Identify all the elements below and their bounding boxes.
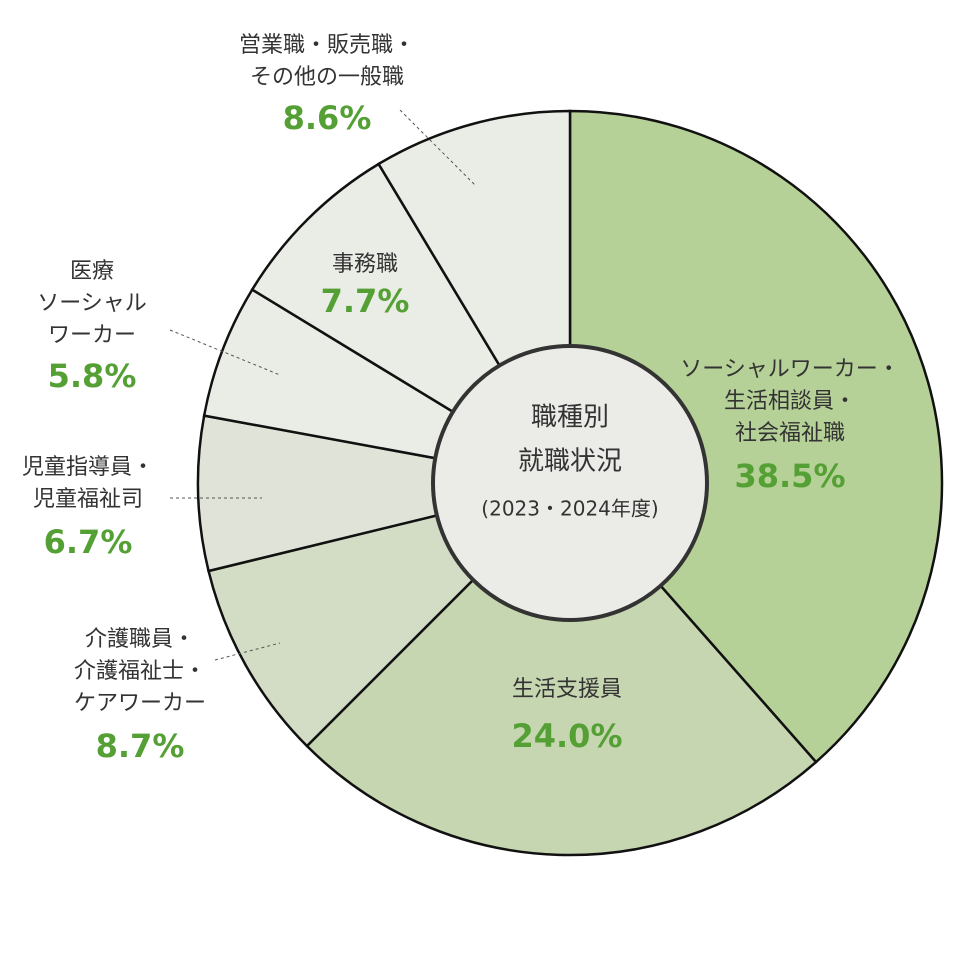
slice-label: 営業職・販売職・ (239, 33, 415, 58)
leader-line (214, 642, 281, 661)
slice-label: 生活相談員・ (724, 389, 856, 414)
slice-label: 児童指導員・ (22, 455, 154, 480)
value-label: 6.7% (44, 523, 133, 561)
slice-label: ソーシャル (37, 291, 147, 316)
slice-label: ソーシャルワーカー・ (680, 357, 900, 382)
slice-label: 児童福祉司 (33, 487, 143, 512)
value-label: 8.7% (96, 727, 185, 765)
slice (305, 481, 818, 857)
slice-label: ケアワーカー (74, 691, 206, 716)
slice-label: 介護福祉士・ (74, 659, 206, 684)
value-label: 8.6% (283, 99, 372, 137)
slice-label: 介護職員・ (85, 627, 195, 652)
value-label: 5.8% (48, 357, 137, 395)
slice-label: その他の一般職 (250, 65, 404, 90)
value-label: 7.7% (321, 282, 410, 320)
slice-label: ワーカー (48, 323, 136, 348)
value-label: 24.0% (511, 717, 622, 755)
slice-label: 事務職 (332, 252, 398, 277)
slice (568, 109, 944, 764)
leader-line (169, 329, 281, 376)
center-title: 就職状況 (518, 447, 622, 477)
slice-label: 生活支援員 (512, 677, 622, 702)
center-circle (431, 344, 709, 622)
slice-label: 社会福祉職 (735, 421, 845, 446)
center-title: 職種別 (531, 403, 609, 433)
center-subtitle: (2023・2024年度) (481, 497, 658, 521)
value-label: 38.5% (734, 457, 845, 495)
slice-label: 医療 (70, 259, 114, 284)
slice (196, 414, 571, 573)
